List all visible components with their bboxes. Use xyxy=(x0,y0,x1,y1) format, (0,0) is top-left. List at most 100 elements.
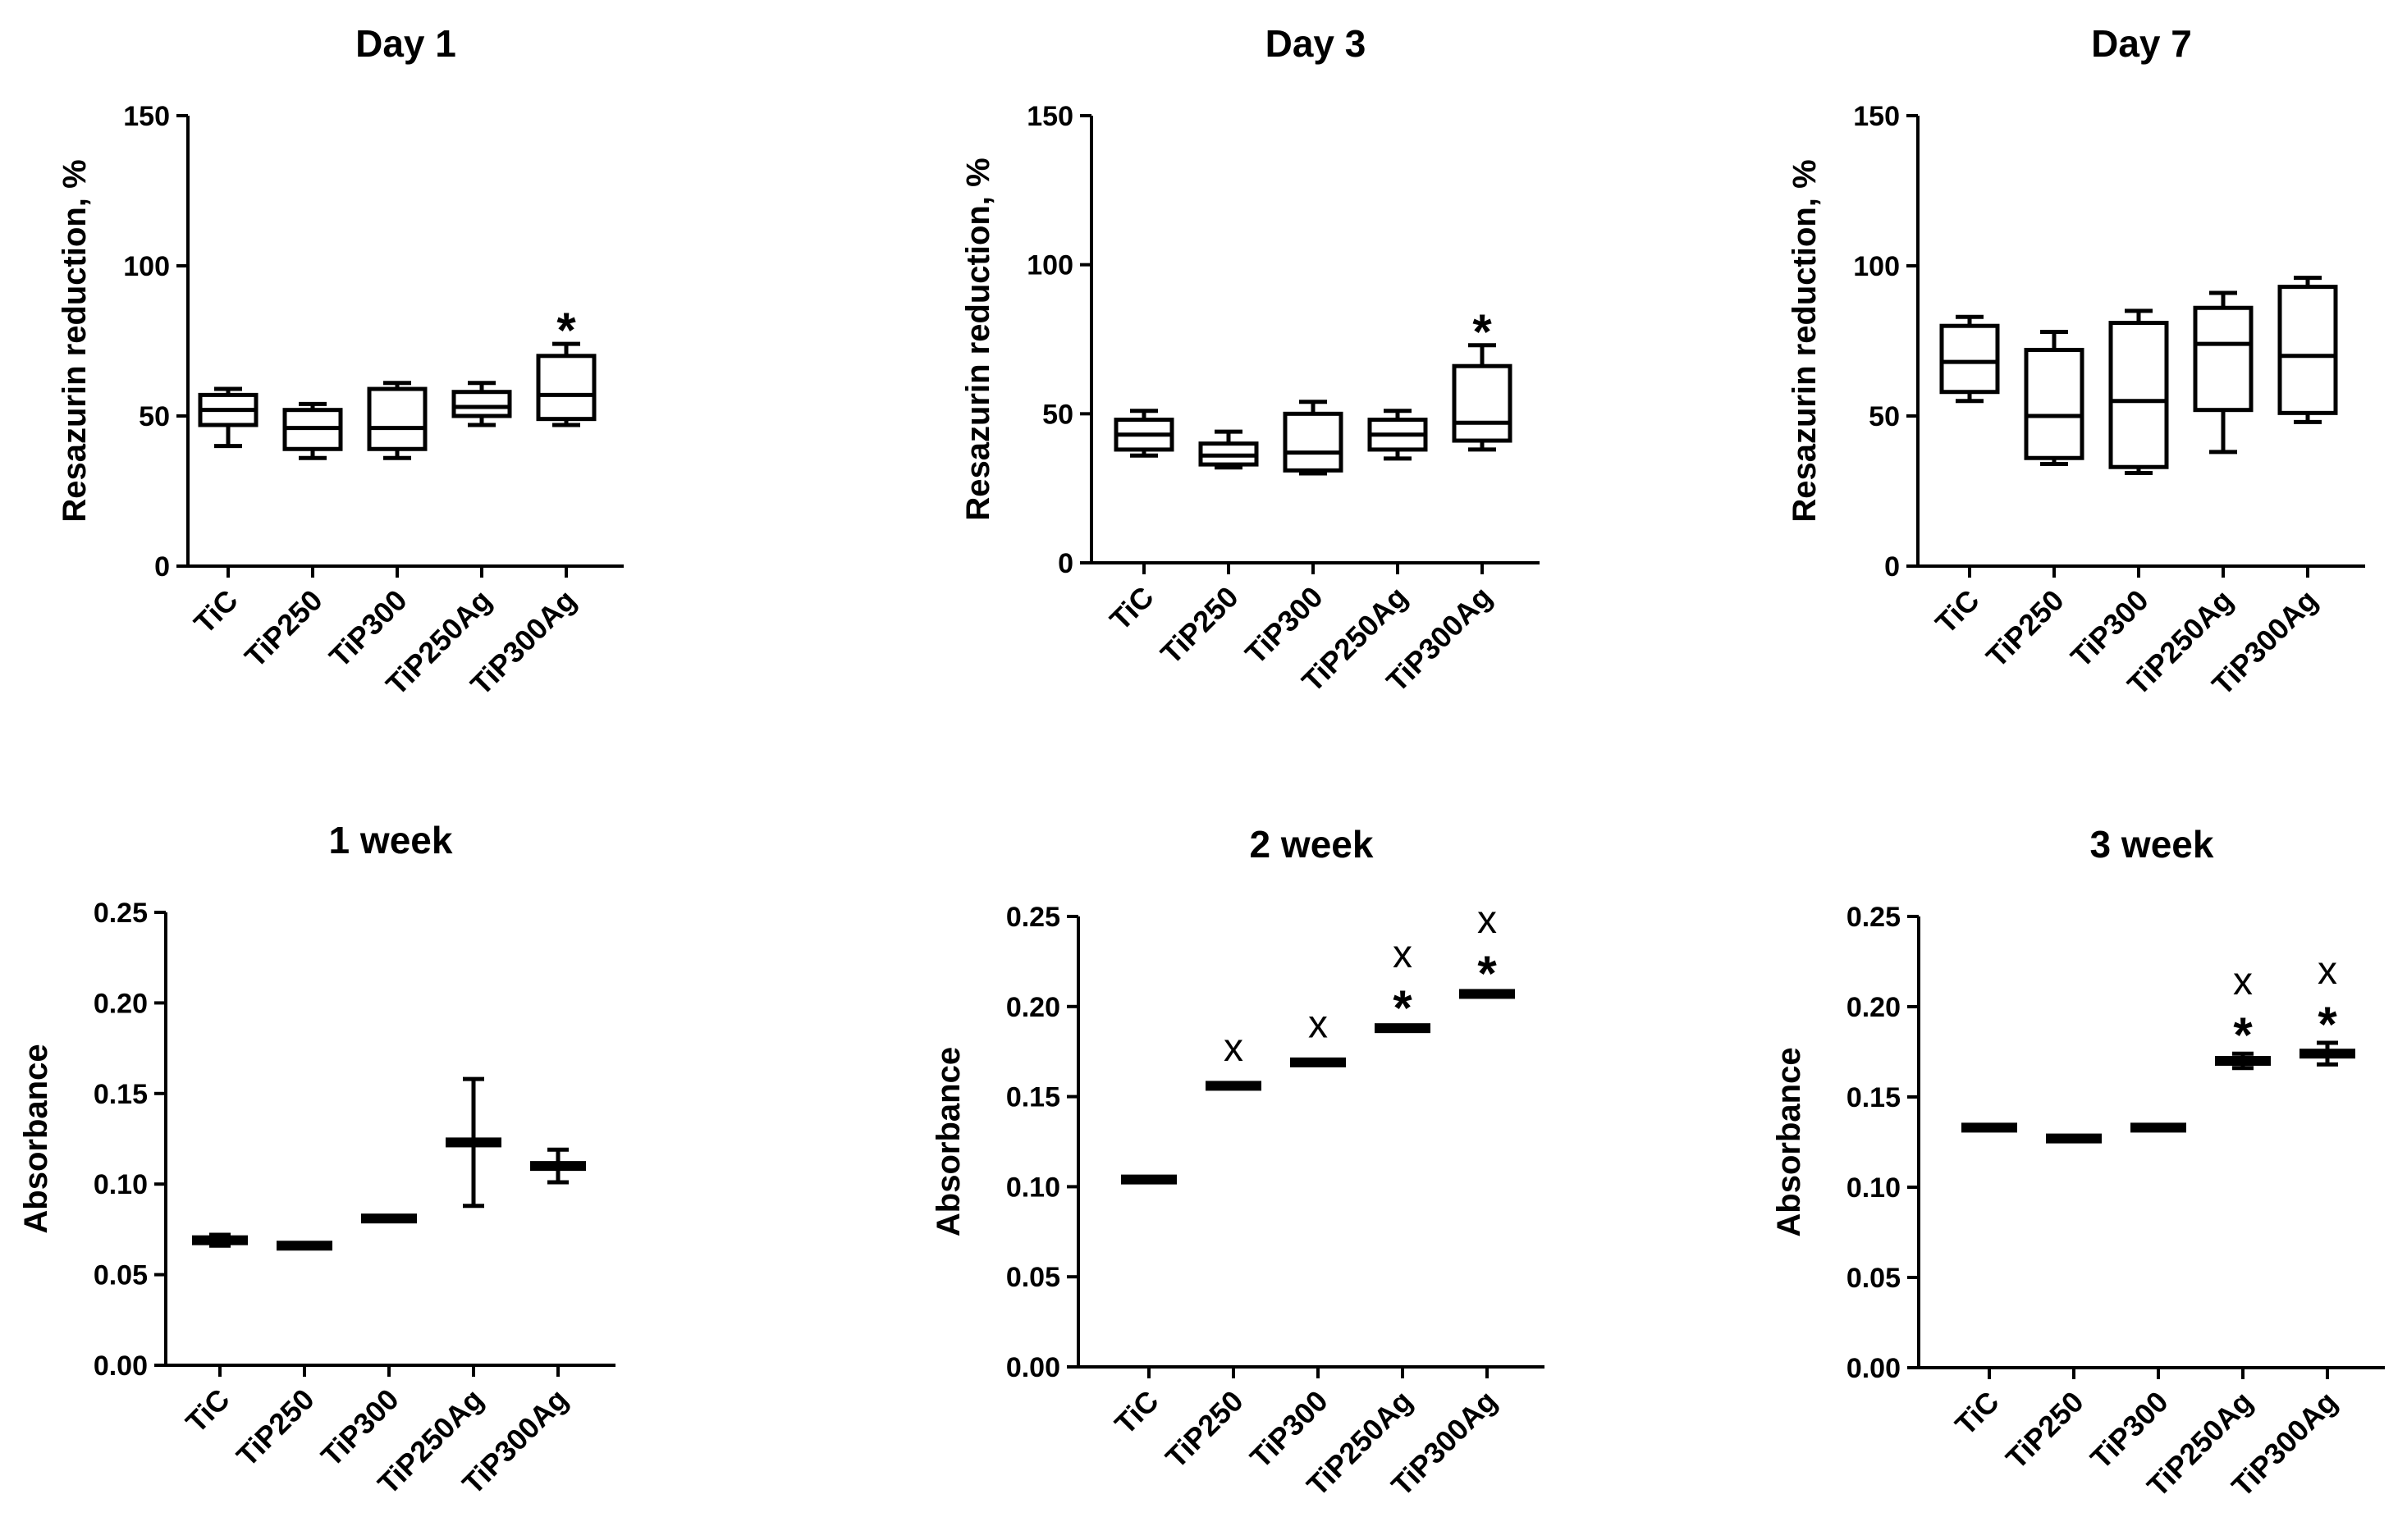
box-plot-TiP250Ag xyxy=(1367,409,1428,461)
mean-marker-TiP300Ag xyxy=(2299,1040,2355,1067)
mean-bar xyxy=(361,1213,417,1224)
y-tick-label: 100 xyxy=(123,251,170,282)
y-tick-label: 150 xyxy=(123,101,170,132)
mean-bar xyxy=(1121,1174,1177,1185)
significance-star: * xyxy=(1393,980,1412,1035)
mean-bar xyxy=(277,1241,332,1251)
mean-marker-TiC xyxy=(1121,1174,1177,1185)
box-iqr xyxy=(2277,285,2338,415)
box-plot-TiP250Ag xyxy=(451,381,512,427)
y-tick-label: 100 xyxy=(1027,250,1073,281)
significance-x: x xyxy=(1308,1003,1328,1047)
y-tick-label: 0.05 xyxy=(1006,1262,1060,1293)
box-iqr xyxy=(451,390,512,418)
x-tick-label: TiP250 xyxy=(1159,1384,1250,1475)
mean-marker-TiP250Ag xyxy=(2215,1051,2271,1071)
chart-title: Day 3 xyxy=(1265,22,1366,65)
x-tick-label: TiC xyxy=(1108,1384,1165,1442)
x-tick-label: TiP250 xyxy=(1999,1385,2090,1476)
y-axis-label: Absorbance xyxy=(18,1044,54,1233)
y-tick-label: 50 xyxy=(1042,399,1073,430)
box-plot-TiP300 xyxy=(1283,400,1343,476)
y-axis-label: Absorbance xyxy=(931,1047,967,1236)
box-iqr xyxy=(2024,347,2084,460)
significance-star: * xyxy=(1477,946,1497,1001)
x-tick-label: TiC xyxy=(1948,1385,2006,1442)
x-tick-label: TiC xyxy=(187,583,245,641)
mean-bar xyxy=(530,1161,586,1172)
mean-bar xyxy=(2299,1049,2355,1059)
mean-marker-TiP300 xyxy=(2130,1122,2186,1133)
y-tick-label: 0 xyxy=(1058,548,1073,579)
mean-marker-TiP250Ag xyxy=(1375,1023,1430,1034)
y-tick-label: 50 xyxy=(1869,401,1900,432)
chart-title: 2 week xyxy=(1250,823,1374,866)
significance-x: x xyxy=(1224,1026,1243,1070)
box-plot-TiC xyxy=(1939,314,2000,404)
significance-x: x xyxy=(2318,949,2337,993)
box-plot-TiP300Ag xyxy=(2277,276,2338,424)
chart-title: 1 week xyxy=(329,819,453,861)
y-tick-label: 0.25 xyxy=(94,898,148,929)
box-plot-TiC xyxy=(198,386,259,449)
significance-star: * xyxy=(2233,1008,2253,1062)
y-axis-label: Absorbance xyxy=(1771,1047,1807,1236)
y-tick-label: 0 xyxy=(154,551,170,583)
box-plot-TiP300Ag xyxy=(536,341,597,427)
y-tick-label: 0.00 xyxy=(94,1350,148,1382)
y-axis-label: Resazurin reduction, % xyxy=(1787,159,1823,522)
y-axis-label: Resazurin reduction, % xyxy=(960,158,996,520)
chart-panel-4: 1 week 0.00 0.05 0.10 0.15 0.20 0.25 Absorbance… xyxy=(18,819,615,1501)
y-tick-label: 0.20 xyxy=(1846,992,1901,1023)
y-tick-label: 0.15 xyxy=(1846,1082,1901,1113)
box-iqr xyxy=(1452,363,1512,443)
y-tick-label: 0.10 xyxy=(1006,1172,1060,1203)
box-iqr xyxy=(367,386,428,451)
x-tick-label: TiC xyxy=(179,1382,236,1440)
box-plot-TiP300 xyxy=(367,381,428,460)
mean-bar xyxy=(446,1137,501,1148)
y-axis-label: Resazurin reduction, % xyxy=(57,159,93,522)
mean-bar xyxy=(1961,1122,2017,1133)
x-tick-label: TiC xyxy=(1929,583,1986,641)
chart-panel-2: Day 3 0 50 100 150 Resazurin reduction, % TiCT… xyxy=(960,22,1540,698)
mean-marker-TiP250 xyxy=(277,1241,332,1251)
mean-bar xyxy=(2215,1056,2271,1066)
mean-marker-TiP250 xyxy=(1206,1081,1261,1091)
y-tick-label: 0.05 xyxy=(1846,1263,1901,1294)
chart-title: 3 week xyxy=(2090,823,2214,866)
x-tick-label: TiP250 xyxy=(230,1382,321,1474)
y-tick-label: 0.15 xyxy=(1006,1082,1060,1113)
mean-bar xyxy=(192,1235,248,1245)
x-tick-label: TiP250 xyxy=(1154,580,1245,671)
mean-bar xyxy=(1459,989,1515,999)
significance-star: * xyxy=(1472,304,1492,359)
y-tick-label: 0.10 xyxy=(94,1169,148,1200)
box-plot-TiP250 xyxy=(2024,330,2084,467)
y-tick-label: 0.10 xyxy=(1846,1172,1901,1204)
box-plot-TiP250 xyxy=(282,401,343,460)
significance-x: x xyxy=(1477,898,1497,942)
significance-x: x xyxy=(1393,933,1412,976)
box-iqr xyxy=(536,354,597,422)
box-plot-TiP300Ag xyxy=(1452,343,1512,452)
mean-marker-TiP250Ag xyxy=(446,1076,501,1209)
box-plot-TiP300 xyxy=(2108,308,2169,476)
x-tick-label: TiP250 xyxy=(1979,583,2071,674)
y-tick-label: 0.20 xyxy=(1006,992,1060,1023)
chart-title: Day 1 xyxy=(355,22,456,65)
mean-marker-TiP300 xyxy=(1290,1057,1346,1067)
box-plot-TiP250 xyxy=(1198,429,1259,470)
significance-x: x xyxy=(2233,960,2253,1003)
x-tick-label: TiP250 xyxy=(238,583,329,674)
chart-panel-6: 3 week 0.00 0.05 0.10 0.15 0.20 0.25 Absorbance… xyxy=(1771,823,2385,1503)
y-tick-label: 0.00 xyxy=(1006,1352,1060,1383)
mean-marker-TiP300Ag xyxy=(1459,989,1515,999)
mean-bar xyxy=(1290,1057,1346,1067)
mean-marker-TiP300Ag xyxy=(530,1147,586,1185)
box-iqr xyxy=(1283,411,1343,473)
mean-bar xyxy=(2046,1133,2102,1144)
significance-star: * xyxy=(2318,997,2337,1052)
mean-bar xyxy=(1206,1081,1261,1091)
mean-marker-TiP300 xyxy=(361,1213,417,1224)
